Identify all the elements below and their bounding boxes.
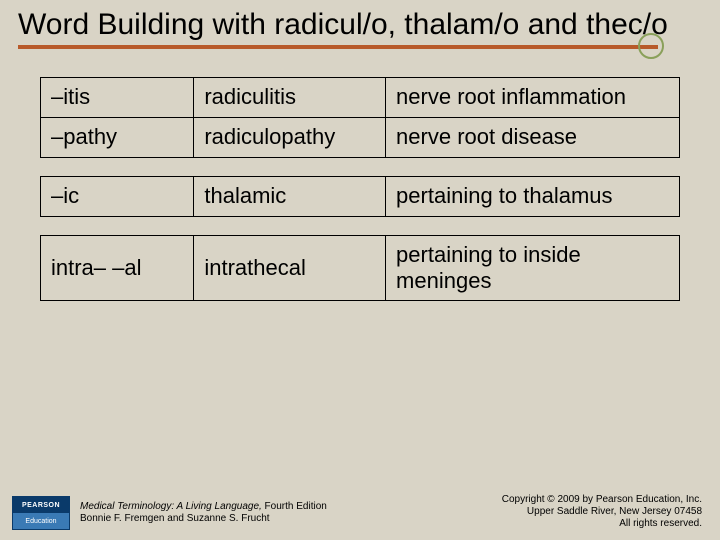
table-row: intra– –al intrathecal pertaining to ins… <box>41 235 680 300</box>
word-cell: thalamic <box>194 176 386 216</box>
title-accent-dot <box>638 33 664 59</box>
book-credit: Medical Terminology: A Living Language, … <box>80 501 327 525</box>
copyright: Copyright © 2009 by Pearson Education, I… <box>502 494 702 530</box>
suffix-cell: intra– –al <box>41 235 194 300</box>
copyright-line3: All rights reserved. <box>619 518 702 529</box>
word-cell: radiculopathy <box>194 117 386 157</box>
title-rule-wrap <box>18 45 702 55</box>
suffix-cell: –ic <box>41 176 194 216</box>
title-block: Word Building with radicul/o, thalam/o a… <box>0 0 720 59</box>
word-cell: intrathecal <box>194 235 386 300</box>
word-table-1: –itis radiculitis nerve root inflammatio… <box>40 77 680 158</box>
suffix-cell: –itis <box>41 77 194 117</box>
table-row: –pathy radiculopathy nerve root disease <box>41 117 680 157</box>
table-row: –itis radiculitis nerve root inflammatio… <box>41 77 680 117</box>
footer: PEARSON Education Medical Terminology: A… <box>0 494 720 530</box>
table-row: –ic thalamic pertaining to thalamus <box>41 176 680 216</box>
book-title: Medical Terminology: A Living Language, <box>80 501 262 512</box>
pearson-logo: PEARSON Education <box>12 496 70 530</box>
slide: Word Building with radicul/o, thalam/o a… <box>0 0 720 540</box>
word-table-2: –ic thalamic pertaining to thalamus <box>40 176 680 217</box>
title-rule <box>18 45 658 49</box>
definition-cell: nerve root disease <box>386 117 680 157</box>
logo-top-text: PEARSON <box>13 497 69 513</box>
word-cell: radiculitis <box>194 77 386 117</box>
definition-cell: nerve root inflammation <box>386 77 680 117</box>
copyright-line2: Upper Saddle River, New Jersey 07458 <box>527 506 702 517</box>
logo-bottom-text: Education <box>13 513 69 529</box>
definition-cell: pertaining to inside meninges <box>386 235 680 300</box>
slide-title: Word Building with radicul/o, thalam/o a… <box>18 8 702 43</box>
content-area: –itis radiculitis nerve root inflammatio… <box>0 59 720 301</box>
book-edition: Fourth Edition <box>262 501 327 512</box>
book-authors: Bonnie F. Fremgen and Suzanne S. Frucht <box>80 513 270 524</box>
word-table-3: intra– –al intrathecal pertaining to ins… <box>40 235 680 301</box>
definition-cell: pertaining to thalamus <box>386 176 680 216</box>
suffix-cell: –pathy <box>41 117 194 157</box>
copyright-line1: Copyright © 2009 by Pearson Education, I… <box>502 494 702 505</box>
footer-left: PEARSON Education Medical Terminology: A… <box>12 496 327 530</box>
